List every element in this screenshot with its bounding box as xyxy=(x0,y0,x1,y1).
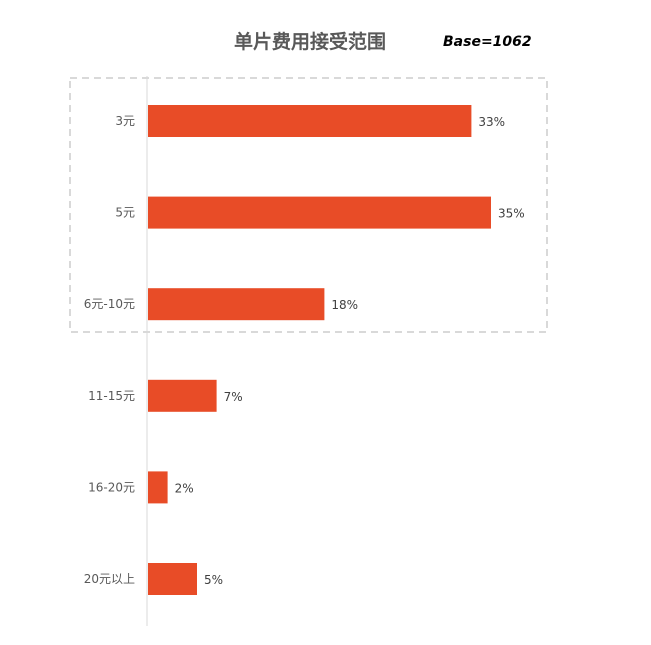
bar-2 xyxy=(148,288,325,321)
bar-3 xyxy=(148,379,217,412)
chart-title: 单片费用接受范围 xyxy=(234,30,386,53)
category-label-1: 5元 xyxy=(115,206,135,220)
category-label-0: 3元 xyxy=(115,114,135,128)
category-labels-group: 3元 5元 6元-10元 11-15元 16-20元 20元以上 xyxy=(84,114,135,586)
value-label-1: 35% xyxy=(498,207,525,221)
category-label-3: 11-15元 xyxy=(88,389,135,403)
base-annotation: Base=1062 xyxy=(443,34,532,50)
bars-group xyxy=(148,105,491,595)
base-label: Base xyxy=(443,34,481,50)
highlight-box xyxy=(69,77,548,333)
category-label-2: 6元-10元 xyxy=(84,297,135,311)
value-label-3: 7% xyxy=(224,390,243,404)
bar-0 xyxy=(148,105,472,137)
bar-1 xyxy=(148,196,491,229)
value-label-5: 5% xyxy=(204,573,223,587)
value-label-4: 2% xyxy=(175,481,194,495)
value-labels-group: 33% 35% 18% 7% 2% 5% xyxy=(175,115,525,587)
bar-4 xyxy=(148,471,168,504)
base-value: =1062 xyxy=(481,34,532,50)
bar-5 xyxy=(148,563,197,595)
value-label-0: 33% xyxy=(478,115,505,129)
category-label-4: 16-20元 xyxy=(88,480,135,494)
value-label-2: 18% xyxy=(331,298,358,312)
category-label-5: 20元以上 xyxy=(84,572,135,586)
